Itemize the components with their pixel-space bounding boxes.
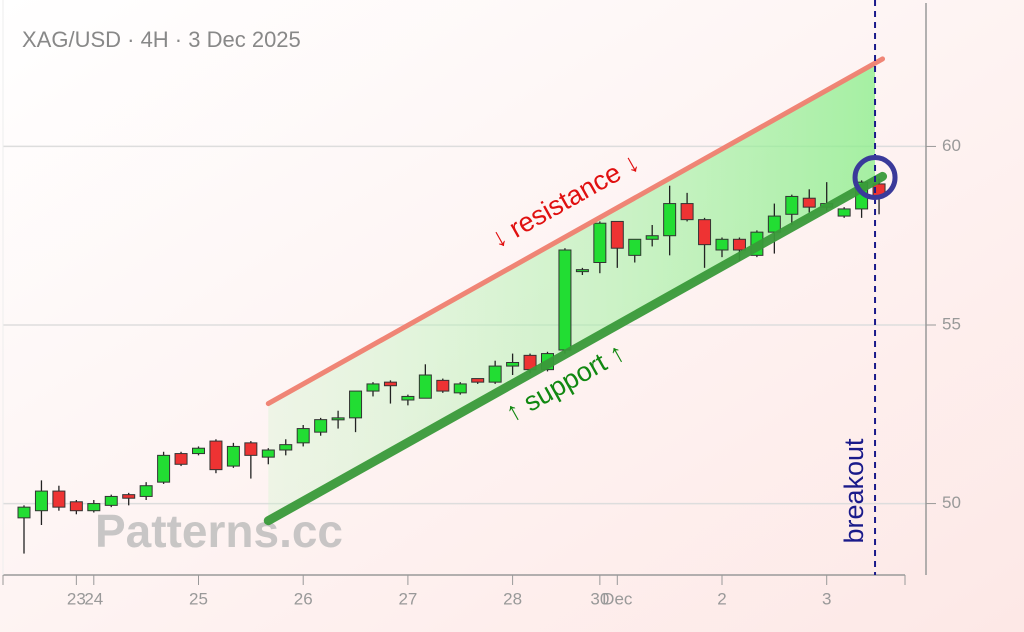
x-tick-label: 30 <box>590 589 609 608</box>
candle-body <box>139 485 153 497</box>
y-tick-label: 50 <box>942 493 961 512</box>
x-tick-label: Dec <box>602 589 633 608</box>
candle-body <box>104 495 118 506</box>
x-tick-label: 28 <box>503 589 522 608</box>
x-tick-label: 3 <box>822 589 831 608</box>
candle-body <box>244 442 258 456</box>
x-tick-label: 2 <box>717 589 726 608</box>
candle-body <box>349 390 363 419</box>
candle-body <box>261 449 275 458</box>
candle-body <box>785 195 799 215</box>
candle-body <box>453 383 467 394</box>
candle-body <box>174 453 188 465</box>
candle-body <box>209 440 223 471</box>
candle-body <box>331 417 345 421</box>
candle-body <box>383 381 397 387</box>
y-tick-label: 60 <box>942 136 961 155</box>
candle-body <box>418 374 432 399</box>
candle-body <box>488 365 502 383</box>
x-tick-label: 26 <box>294 589 313 608</box>
candle-body <box>87 503 101 512</box>
breakout-label: breakout <box>839 438 869 544</box>
support-line <box>263 171 888 526</box>
candle-body <box>17 506 31 519</box>
y-tick-label: 55 <box>942 314 961 333</box>
candle-body <box>593 222 607 263</box>
candle-body <box>279 444 293 451</box>
candle-body <box>506 362 520 367</box>
candle-body <box>628 238 642 256</box>
candle-body <box>157 454 171 483</box>
channel-fill <box>268 63 876 521</box>
candle-body <box>663 203 677 237</box>
candle-body <box>366 383 380 392</box>
watermark: Patterns.cc <box>95 505 343 557</box>
candle-body <box>34 490 48 512</box>
candle-body <box>680 203 694 221</box>
candle-body <box>610 220 624 249</box>
candle-body <box>802 197 816 208</box>
candle-body <box>314 419 328 433</box>
candle-body <box>837 208 851 217</box>
candle-body <box>226 445 240 467</box>
candle-body <box>436 379 450 392</box>
x-tick-label: 25 <box>189 589 208 608</box>
x-tick-label: 23 <box>67 589 86 608</box>
candle-body <box>558 249 572 351</box>
candle-body <box>69 501 83 512</box>
candle-body <box>471 378 485 383</box>
candle-body <box>401 395 415 401</box>
candle-body <box>122 494 136 499</box>
resistance-line <box>265 56 886 407</box>
candle-body <box>52 490 66 508</box>
candle-body <box>645 235 659 240</box>
candle-body <box>732 238 746 251</box>
breakout-circle <box>852 155 898 200</box>
x-tick-label: 24 <box>84 589 103 608</box>
candle-body <box>296 428 310 444</box>
candle-body <box>192 447 205 455</box>
candle-body <box>715 238 729 251</box>
chart-title: XAG/USD · 4H · 3 Dec 2025 <box>22 27 301 52</box>
candle-body <box>698 219 712 246</box>
x-tick-label: 27 <box>398 589 417 608</box>
candle-body <box>575 269 589 273</box>
